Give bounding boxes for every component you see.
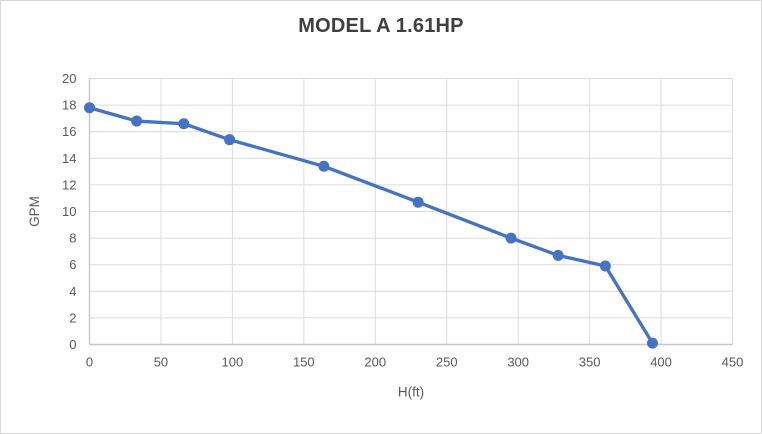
x-tick-label: 150 bbox=[293, 355, 315, 370]
data-point-marker bbox=[178, 118, 190, 130]
y-tick-label: 0 bbox=[69, 337, 76, 352]
y-tick-label: 8 bbox=[69, 231, 76, 246]
y-tick-label: 14 bbox=[62, 151, 76, 166]
x-tick-label: 350 bbox=[579, 355, 601, 370]
data-point-marker bbox=[412, 196, 424, 208]
y-axis-title: GPM bbox=[27, 196, 42, 227]
x-tick-label: 0 bbox=[86, 355, 93, 370]
x-tick-label: 200 bbox=[364, 355, 386, 370]
x-tick-label: 50 bbox=[154, 355, 168, 370]
y-tick-label: 4 bbox=[69, 284, 76, 299]
data-point-marker bbox=[552, 249, 564, 261]
data-point-marker bbox=[131, 115, 143, 127]
data-point-marker bbox=[505, 232, 517, 244]
y-tick-label: 16 bbox=[62, 124, 76, 139]
y-tick-label: 10 bbox=[62, 204, 76, 219]
x-tick-label: 400 bbox=[650, 355, 672, 370]
data-point-marker bbox=[318, 160, 330, 172]
y-tick-label: 6 bbox=[69, 257, 76, 272]
series-line bbox=[87, 106, 655, 345]
data-point-marker bbox=[224, 134, 236, 146]
x-axis-title: H(ft) bbox=[398, 385, 424, 400]
data-point-marker bbox=[646, 337, 658, 349]
data-point-marker bbox=[84, 102, 95, 114]
y-tick-label: 12 bbox=[62, 177, 76, 192]
x-tick-label: 100 bbox=[222, 355, 244, 370]
x-tick-label: 300 bbox=[507, 355, 529, 370]
y-tick-label: 18 bbox=[62, 98, 76, 113]
y-tick-label: 2 bbox=[69, 310, 76, 325]
x-tick-label: 450 bbox=[722, 355, 744, 370]
chart-title: MODEL A 1.61HP bbox=[298, 15, 464, 37]
y-tick-label: 20 bbox=[62, 71, 76, 86]
data-point-marker bbox=[599, 260, 611, 272]
x-tick-label: 250 bbox=[436, 355, 458, 370]
